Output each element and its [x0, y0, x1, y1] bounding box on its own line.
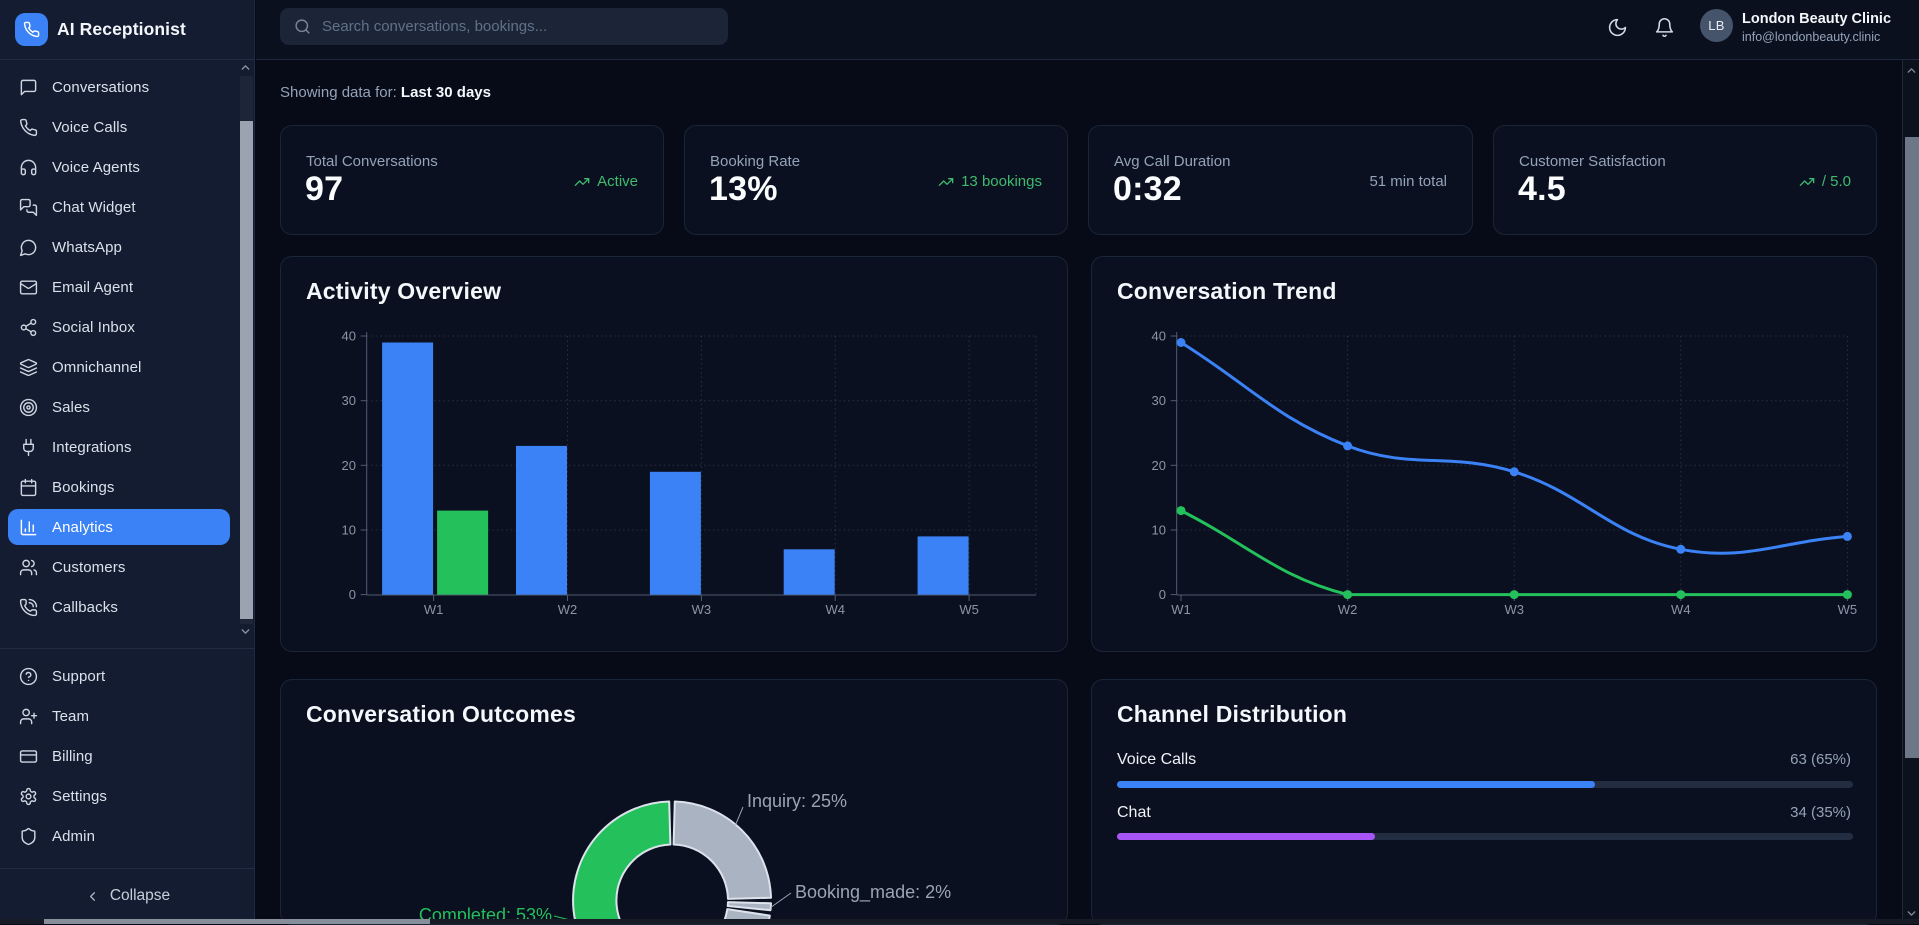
svg-text:W5: W5	[1838, 602, 1858, 617]
svg-text:W5: W5	[959, 602, 979, 617]
svg-text:W4: W4	[1671, 602, 1691, 617]
svg-text:W1: W1	[424, 602, 444, 617]
svg-text:W4: W4	[825, 602, 845, 617]
svg-text:10: 10	[1152, 523, 1166, 538]
svg-text:0: 0	[1159, 587, 1166, 602]
svg-text:40: 40	[342, 329, 356, 344]
svg-text:Inquiry: 25%: Inquiry: 25%	[747, 791, 847, 811]
svg-text:Booking_made: 2%: Booking_made: 2%	[795, 882, 951, 903]
svg-text:40: 40	[1152, 329, 1166, 344]
svg-text:10: 10	[342, 523, 356, 538]
svg-text:0: 0	[349, 587, 356, 602]
svg-text:20: 20	[342, 458, 356, 473]
svg-text:W2: W2	[558, 602, 578, 617]
svg-text:W2: W2	[1338, 602, 1358, 617]
svg-text:20: 20	[1152, 458, 1166, 473]
svg-text:30: 30	[342, 393, 356, 408]
svg-text:W1: W1	[1171, 602, 1191, 617]
svg-text:30: 30	[1152, 393, 1166, 408]
svg-text:W3: W3	[692, 602, 712, 617]
svg-text:W3: W3	[1504, 602, 1524, 617]
